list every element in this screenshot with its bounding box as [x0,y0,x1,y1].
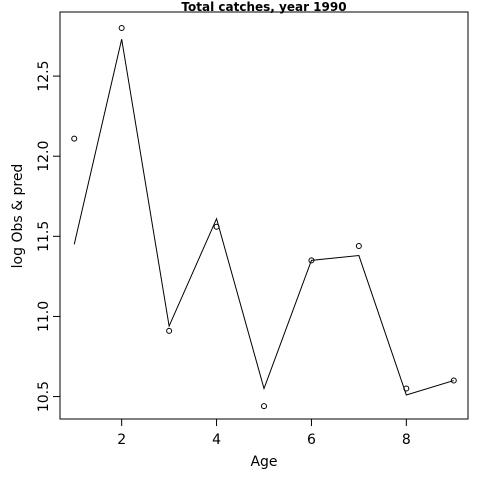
observed-point [118,25,125,32]
y-tick-label: 10.5 [36,381,52,412]
x-tick-label: 4 [212,432,221,448]
observed-point [450,377,457,384]
observed-point [166,327,173,334]
y-tick-label: 11.5 [36,221,52,252]
y-tick-label: 11.0 [36,301,52,332]
chart-title: Total catches, year 1990 [181,0,346,14]
chart-marks [71,25,457,410]
x-tick-label: 8 [402,432,411,448]
y-tick-label: 12.5 [36,61,52,92]
predicted-line [73,39,454,396]
y-axis-label: log Obs & pred [10,164,26,269]
y-tick-label: 12.0 [36,141,52,172]
observed-point [71,135,78,142]
y-axis: 10.5 11.0 11.5 12.0 12.5 [36,61,61,412]
plot-frame [59,11,469,420]
observed-point [261,403,267,410]
x-tick-label: 6 [307,432,316,448]
x-tick-label: 2 [117,432,126,448]
x-axis-label: Age [250,454,277,470]
observed-point [355,242,362,249]
x-axis: 2 4 6 8 [117,418,411,448]
